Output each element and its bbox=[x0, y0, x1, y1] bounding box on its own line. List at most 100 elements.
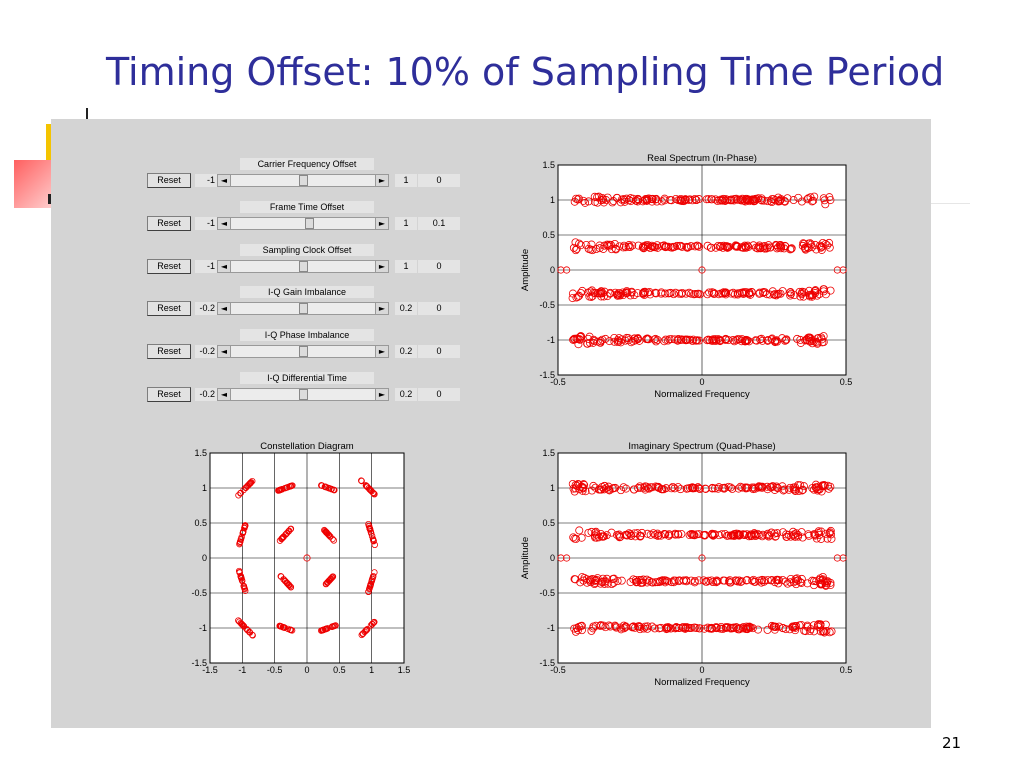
control-title: Carrier Frequency Offset bbox=[240, 158, 374, 170]
slider-track[interactable]: ◄ ► bbox=[217, 216, 389, 230]
data-point bbox=[735, 289, 744, 298]
slider-left-arrow-icon[interactable]: ◄ bbox=[218, 260, 231, 272]
data-point bbox=[818, 238, 827, 247]
data-point bbox=[729, 531, 738, 540]
data-point bbox=[825, 193, 834, 202]
data-point bbox=[572, 293, 581, 302]
slider-thumb[interactable] bbox=[298, 389, 308, 400]
slider-right-arrow-icon[interactable]: ► bbox=[375, 260, 388, 272]
reset-button[interactable]: Reset bbox=[147, 215, 191, 231]
data-point bbox=[577, 626, 586, 635]
decorative-line bbox=[930, 203, 970, 204]
data-point bbox=[762, 244, 771, 253]
slider-left-arrow-icon[interactable]: ◄ bbox=[218, 346, 231, 358]
slider-min-label: -1 bbox=[195, 259, 217, 273]
data-point bbox=[720, 484, 729, 493]
data-point bbox=[733, 242, 742, 251]
data-point bbox=[679, 197, 688, 206]
slider-right-arrow-icon[interactable]: ► bbox=[375, 303, 388, 315]
slider-track[interactable]: ◄ ► bbox=[217, 302, 389, 316]
slider-thumb[interactable] bbox=[305, 217, 315, 229]
slider-track[interactable]: ◄ ► bbox=[217, 174, 389, 187]
data-point bbox=[652, 337, 661, 346]
data-point bbox=[810, 530, 819, 539]
data-point bbox=[626, 197, 635, 206]
data-point bbox=[595, 244, 604, 253]
data-point bbox=[586, 578, 595, 587]
data-point bbox=[595, 241, 604, 250]
data-point bbox=[325, 531, 333, 539]
reset-button[interactable]: Reset bbox=[147, 387, 191, 402]
data-point bbox=[790, 291, 799, 300]
slider-left-arrow-icon[interactable]: ◄ bbox=[218, 175, 231, 186]
slider-track[interactable]: ◄ ► bbox=[217, 259, 389, 273]
data-point bbox=[279, 534, 286, 542]
data-point bbox=[601, 334, 610, 343]
slider-track[interactable]: ◄ ► bbox=[217, 388, 389, 401]
data-point bbox=[591, 527, 600, 536]
slider-thumb[interactable] bbox=[298, 303, 308, 315]
reset-button[interactable]: Reset bbox=[147, 301, 191, 317]
slider-thumb[interactable] bbox=[298, 260, 308, 272]
data-point bbox=[615, 242, 624, 251]
data-point bbox=[589, 288, 598, 297]
data-point bbox=[693, 483, 702, 492]
data-point bbox=[741, 242, 750, 251]
data-point bbox=[808, 290, 817, 299]
data-point bbox=[657, 197, 666, 206]
data-point bbox=[695, 485, 704, 494]
data-point bbox=[786, 574, 795, 583]
slider-thumb[interactable] bbox=[298, 175, 308, 186]
data-point bbox=[328, 485, 335, 493]
slider-left-arrow-icon[interactable]: ◄ bbox=[218, 217, 231, 229]
data-point bbox=[643, 288, 652, 297]
data-point bbox=[591, 576, 600, 585]
x-tick-label: 0.5 bbox=[840, 377, 853, 387]
slider-min-label: -0.2 bbox=[195, 345, 217, 359]
y-tick-label: 0.5 bbox=[194, 518, 207, 528]
data-point bbox=[239, 530, 246, 537]
slider-right-arrow-icon[interactable]: ► bbox=[375, 217, 388, 229]
data-point bbox=[826, 526, 835, 535]
data-point bbox=[624, 334, 633, 343]
data-point bbox=[619, 243, 628, 252]
data-point bbox=[693, 336, 702, 345]
data-point bbox=[648, 578, 657, 587]
data-point bbox=[666, 624, 675, 633]
data-point bbox=[760, 288, 769, 297]
data-point bbox=[246, 480, 253, 488]
slider-left-arrow-icon[interactable]: ◄ bbox=[218, 389, 231, 400]
data-point bbox=[639, 242, 648, 251]
reset-button[interactable]: Reset bbox=[147, 344, 191, 360]
data-point bbox=[694, 576, 703, 585]
data-point bbox=[371, 618, 378, 626]
x-tick-label: -0.5 bbox=[550, 665, 566, 675]
reset-button[interactable]: Reset bbox=[147, 173, 191, 188]
data-point bbox=[678, 242, 687, 251]
slider-thumb[interactable] bbox=[298, 346, 308, 358]
slider-right-arrow-icon[interactable]: ► bbox=[375, 175, 388, 186]
data-point bbox=[615, 291, 624, 300]
data-point bbox=[816, 627, 825, 636]
data-point bbox=[587, 626, 596, 635]
data-point bbox=[649, 529, 658, 538]
slider-track[interactable]: ◄ ► bbox=[217, 345, 389, 359]
slider-left-arrow-icon[interactable]: ◄ bbox=[218, 303, 231, 315]
chart-title: Constellation Diagram bbox=[260, 441, 354, 452]
data-point bbox=[589, 624, 598, 633]
data-point bbox=[630, 485, 639, 494]
y-tick-label: -0.5 bbox=[191, 588, 207, 598]
data-point bbox=[652, 197, 661, 206]
data-point bbox=[612, 193, 621, 202]
data-point bbox=[682, 242, 691, 251]
data-point bbox=[712, 623, 721, 632]
reset-button[interactable]: Reset bbox=[147, 258, 191, 274]
data-point bbox=[653, 241, 662, 250]
data-point bbox=[791, 485, 800, 494]
data-point bbox=[778, 482, 787, 491]
x-tick-label: 1.5 bbox=[398, 665, 411, 675]
data-point bbox=[705, 288, 714, 297]
slider-right-arrow-icon[interactable]: ► bbox=[375, 389, 388, 400]
slider-right-arrow-icon[interactable]: ► bbox=[375, 346, 388, 358]
data-point bbox=[765, 531, 774, 540]
